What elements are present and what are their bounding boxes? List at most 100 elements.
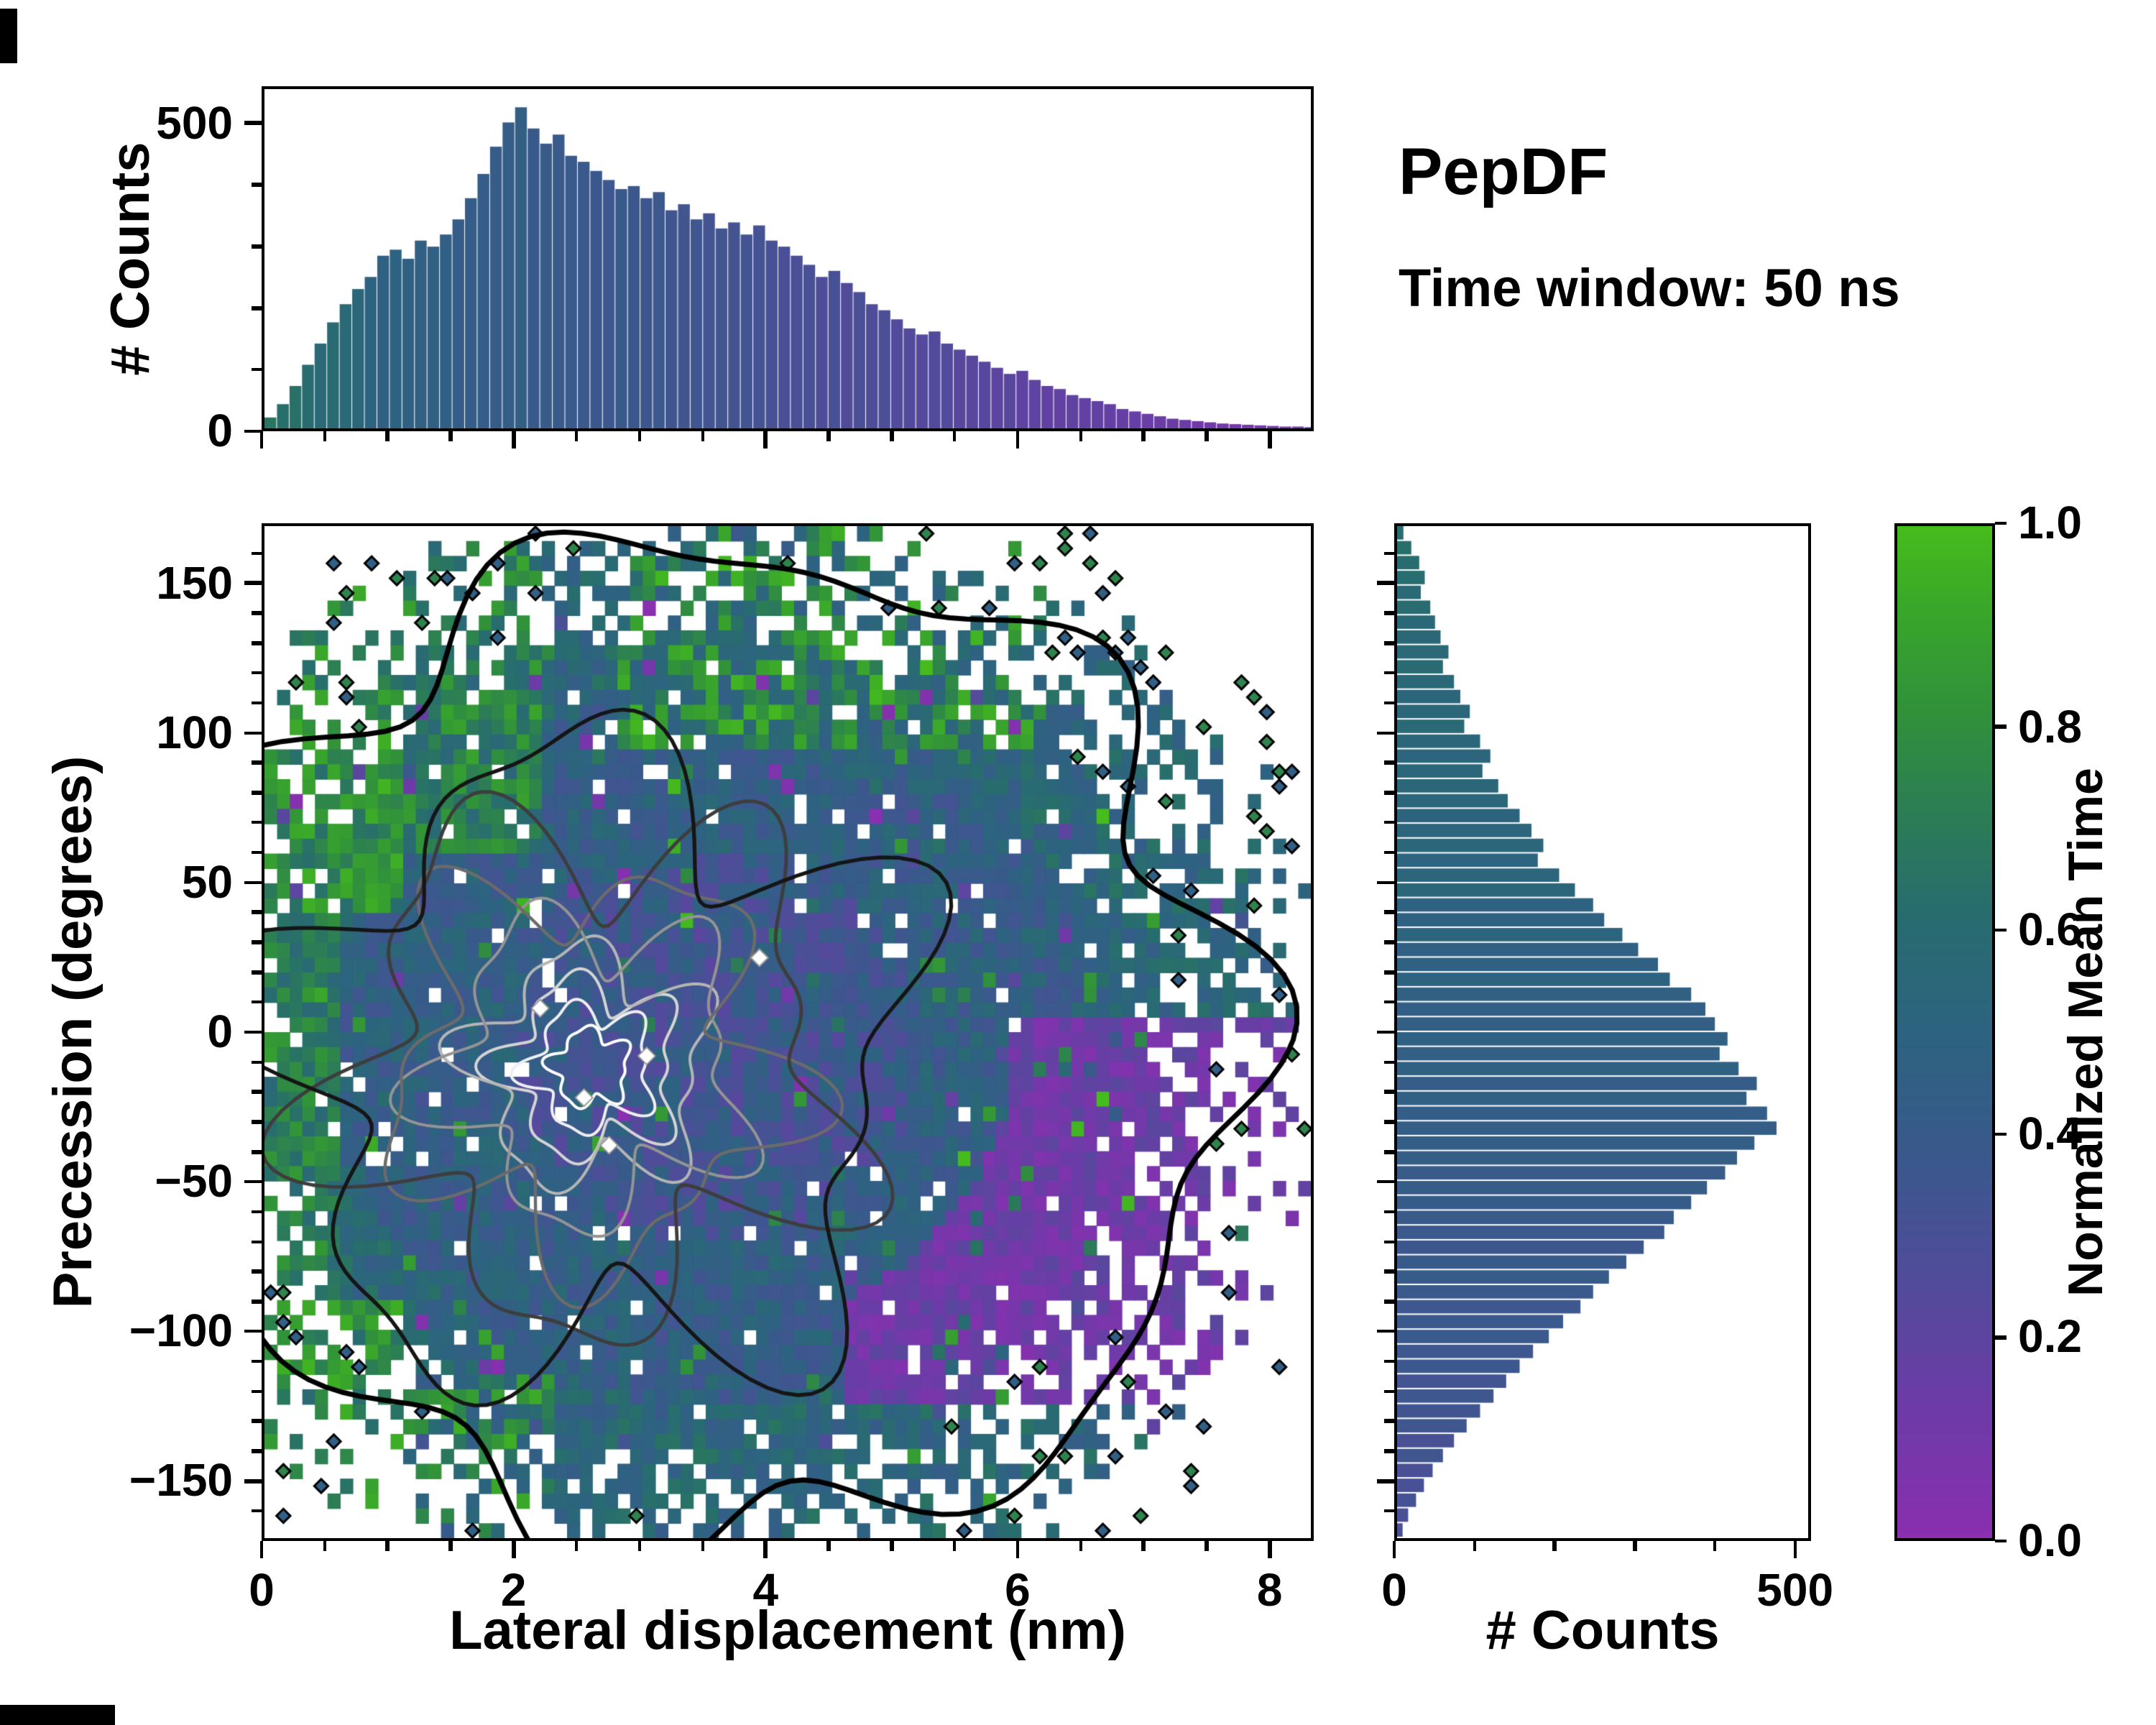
- tick-mark: [252, 1240, 262, 1243]
- tick-mark: [244, 1030, 262, 1034]
- tick-mark: [252, 611, 262, 615]
- tick-label: 1.0: [2018, 497, 2082, 548]
- tick-mark: [1268, 431, 1272, 448]
- tick-mark: [1995, 724, 2007, 729]
- tick-mark: [259, 1541, 264, 1558]
- x-axis-label-right-hist: # Counts: [1485, 1601, 1720, 1662]
- tick-mark: [448, 431, 453, 441]
- tick-mark: [252, 183, 262, 187]
- tick-mark: [1268, 1541, 1272, 1558]
- tick-mark: [1384, 1120, 1394, 1124]
- tick-mark: [252, 701, 262, 705]
- tick-mark: [1392, 1541, 1396, 1558]
- tick-mark: [244, 1179, 262, 1184]
- tick-mark: [1384, 1449, 1394, 1453]
- tick-mark: [1384, 1419, 1394, 1423]
- tick-mark: [637, 431, 642, 441]
- tick-mark: [574, 431, 579, 441]
- plot-subtitle: Time window: 50 ns: [1399, 259, 1900, 318]
- tick-mark: [1384, 611, 1394, 615]
- tick-label: 0.0: [2018, 1514, 2082, 1566]
- tick-label: 0.8: [2018, 700, 2082, 753]
- tick-mark: [890, 431, 894, 441]
- y-axis-label-main: Precession (degrees): [44, 755, 104, 1309]
- tick-label: 500: [1756, 1564, 1834, 1616]
- tick-label: 2: [500, 1564, 527, 1616]
- tick-mark: [1384, 551, 1394, 556]
- tick-label: 8: [1256, 1564, 1283, 1616]
- tick-mark: [1995, 1335, 2007, 1340]
- tick-mark: [1384, 1090, 1394, 1094]
- tick-mark: [512, 1541, 516, 1558]
- colorbar-label: Normalized Mean Time: [2059, 768, 2114, 1297]
- tick-mark: [1384, 671, 1394, 675]
- tick-mark: [252, 1389, 262, 1394]
- tick-mark: [1384, 1300, 1394, 1304]
- tick-mark: [1377, 581, 1394, 585]
- tick-mark: [252, 1000, 262, 1004]
- tick-mark: [1384, 1389, 1394, 1394]
- tick-mark: [244, 731, 262, 735]
- tick-label: 0: [207, 1006, 233, 1057]
- tick-mark: [1384, 1269, 1394, 1274]
- tick-mark: [252, 1359, 262, 1363]
- tick-mark: [1633, 1541, 1637, 1551]
- tick-mark: [1384, 1150, 1394, 1154]
- tick-mark: [252, 850, 262, 855]
- tick-mark: [1015, 1541, 1020, 1558]
- tick-mark: [1141, 1541, 1146, 1551]
- tick-mark: [1377, 880, 1394, 885]
- tick-mark: [252, 791, 262, 795]
- tick-mark: [1995, 1132, 2007, 1136]
- tick-mark: [323, 431, 327, 441]
- tick-mark: [448, 1541, 453, 1551]
- tick-mark: [252, 671, 262, 675]
- tick-label: 0: [1381, 1564, 1407, 1616]
- colorbar-canvas: [1897, 526, 1992, 1538]
- tick-label: 0.2: [2018, 1310, 2082, 1363]
- tick-mark: [1384, 1359, 1394, 1363]
- tick-label: 0: [207, 405, 233, 456]
- top-histogram-canvas: [264, 89, 1311, 428]
- tick-mark: [1377, 731, 1394, 735]
- tick-mark: [512, 431, 516, 448]
- tick-mark: [1552, 1541, 1557, 1551]
- tick-mark: [252, 760, 262, 765]
- tick-mark: [244, 1479, 262, 1484]
- tick-mark: [244, 880, 262, 885]
- tick-mark: [323, 1541, 327, 1551]
- tick-mark: [1793, 1541, 1797, 1558]
- tick-mark: [252, 1300, 262, 1304]
- tick-label: 0.4: [2018, 1107, 2082, 1159]
- tick-mark: [252, 1269, 262, 1274]
- tick-mark: [952, 431, 957, 441]
- tick-mark: [1015, 431, 1020, 448]
- tick-mark: [1384, 940, 1394, 944]
- y-axis-label-top-hist: # Counts: [101, 142, 162, 376]
- tick-mark: [1384, 1509, 1394, 1513]
- tick-mark: [1141, 431, 1146, 441]
- heatmap-canvas: [264, 526, 1311, 1538]
- tick-mark: [763, 1541, 768, 1558]
- tick-label: 0: [249, 1564, 275, 1616]
- tick-mark: [1384, 701, 1394, 705]
- tick-mark: [701, 1541, 705, 1551]
- tick-mark: [1079, 1541, 1083, 1551]
- tick-mark: [252, 1150, 262, 1154]
- tick-label: 500: [156, 96, 233, 149]
- tick-label: 6: [1005, 1564, 1031, 1616]
- tick-mark: [1995, 521, 2007, 525]
- tick-mark: [1079, 431, 1083, 441]
- tick-mark: [1995, 1539, 2007, 1543]
- tick-mark: [1204, 431, 1209, 441]
- tick-mark: [826, 1541, 831, 1551]
- tick-mark: [1384, 1060, 1394, 1064]
- right-histogram-canvas: [1397, 526, 1808, 1538]
- tick-mark: [826, 431, 831, 441]
- tick-mark: [252, 367, 262, 372]
- tick-mark: [701, 431, 705, 441]
- tick-mark: [244, 1329, 262, 1333]
- x-axis-label-main: Lateral displacement (nm): [449, 1601, 1126, 1662]
- tick-mark: [252, 1060, 262, 1064]
